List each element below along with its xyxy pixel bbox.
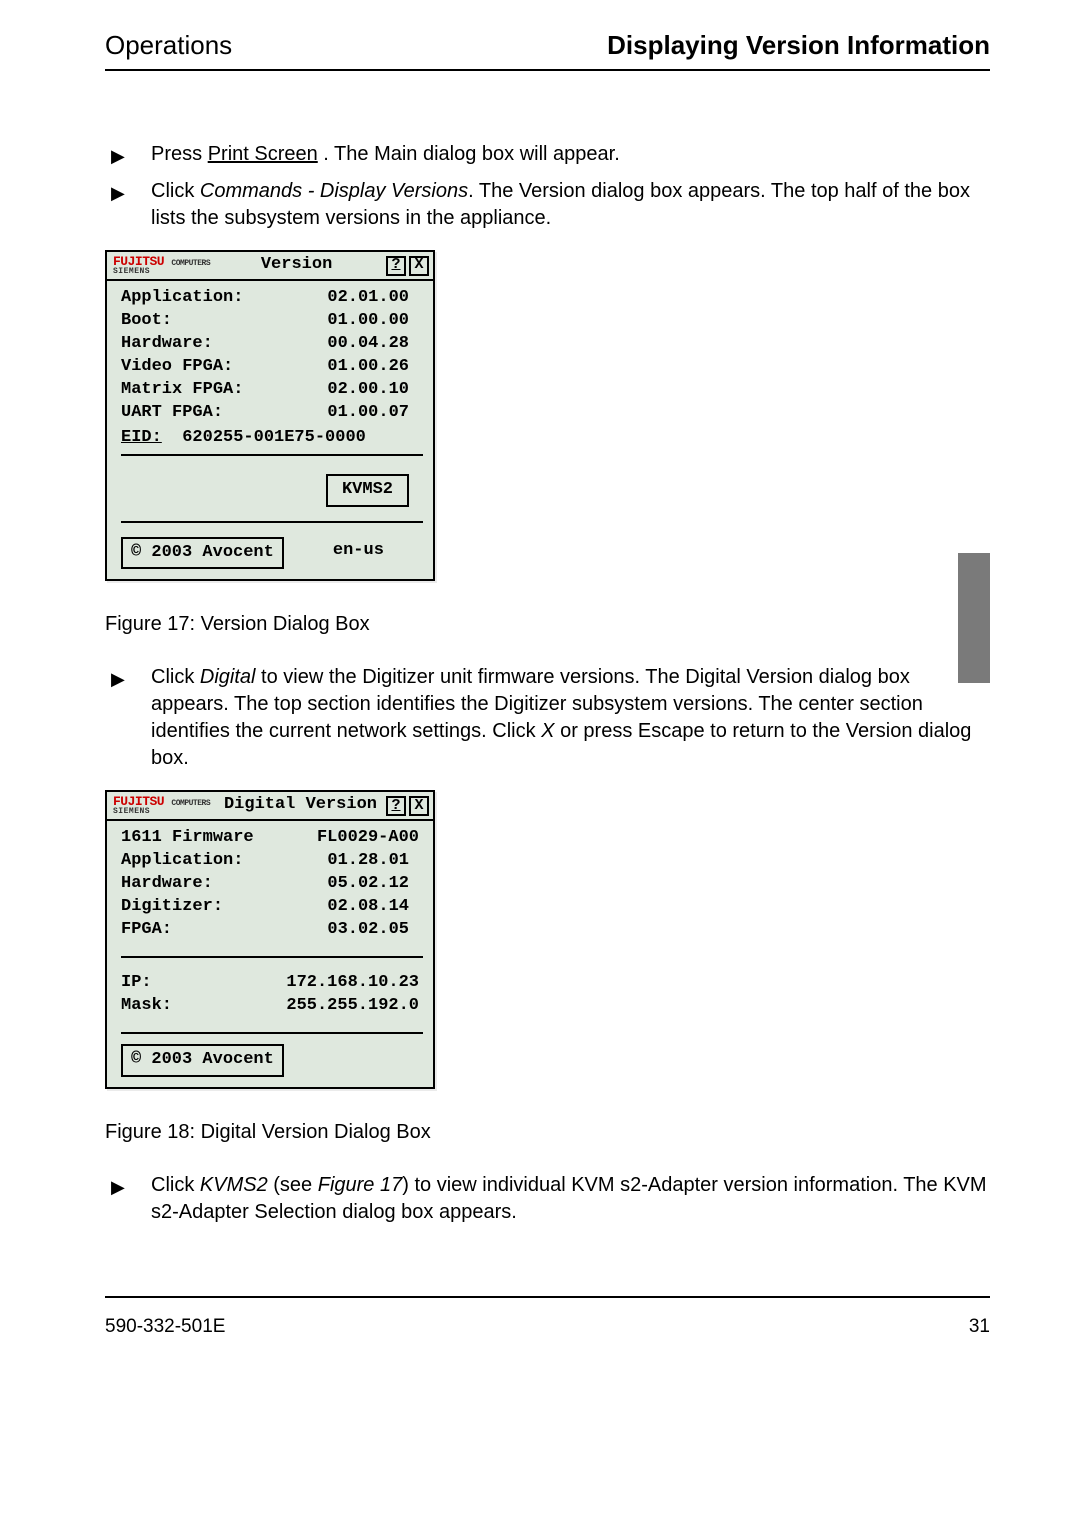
command-name: X	[541, 720, 554, 742]
key-name: Print Screen	[208, 143, 318, 165]
version-row: Digitizer:02.08.14	[121, 896, 423, 919]
page-number: 31	[969, 1314, 990, 1340]
brand-logo: FUJITSU COMPUTERS SIEMENS	[113, 255, 210, 276]
help-button[interactable]: ?	[386, 256, 406, 276]
brand-logo: FUJITSU COMPUTERS SIEMENS	[113, 795, 210, 816]
arrow-icon: ▶	[111, 181, 125, 205]
page-header: Operations Displaying Version Informatio…	[105, 28, 990, 71]
instruction-text: Click Commands - Display Versions. The V…	[151, 180, 970, 229]
dialog-title: Digital Version	[210, 794, 383, 817]
instruction-item: ▶ Press Print Screen . The Main dialog b…	[105, 141, 990, 168]
version-row: FPGA:03.02.05	[121, 919, 423, 942]
arrow-icon: ▶	[111, 144, 125, 168]
version-row: Application:02.01.00	[121, 287, 423, 310]
help-button[interactable]: ?	[386, 796, 406, 816]
digital-version-dialog: FUJITSU COMPUTERS SIEMENS Digital Versio…	[105, 790, 435, 1088]
instruction-list: ▶ Click Digital to view the Digitizer un…	[105, 664, 990, 772]
instruction-text: Press Print Screen . The Main dialog box…	[151, 143, 620, 165]
version-row: Application:01.28.01	[121, 850, 423, 873]
network-row: IP:172.168.10.23	[121, 972, 423, 995]
instruction-text: Click KVMS2 (see Figure 17) to view indi…	[151, 1174, 987, 1223]
page-footer: 590-332-501E 31	[105, 1296, 990, 1340]
instruction-list: ▶ Click KVMS2 (see Figure 17) to view in…	[105, 1172, 990, 1226]
arrow-icon: ▶	[111, 667, 125, 691]
version-row: 1611 FirmwareFL0029-A00	[121, 827, 423, 850]
dialog-titlebar: FUJITSU COMPUTERS SIEMENS Digital Versio…	[107, 792, 433, 821]
header-title: Displaying Version Information	[607, 28, 990, 63]
version-dialog: FUJITSU COMPUTERS SIEMENS Version ? X Ap…	[105, 250, 435, 581]
close-button[interactable]: X	[409, 256, 429, 276]
header-section: Operations	[105, 28, 232, 63]
eid-row: EID: 620255-001E75-0000	[121, 427, 423, 456]
dialog-titlebar: FUJITSU COMPUTERS SIEMENS Version ? X	[107, 252, 433, 281]
copyright-label: © 2003 Avocent	[121, 537, 284, 570]
version-row: Boot:01.00.00	[121, 310, 423, 333]
dialog-title: Version	[210, 254, 383, 277]
instruction-list: ▶ Press Print Screen . The Main dialog b…	[105, 141, 990, 232]
figure-ref: Figure 17	[318, 1174, 403, 1196]
instruction-text: Click Digital to view the Digitizer unit…	[151, 666, 971, 769]
version-row: UART FPGA:01.00.07	[121, 402, 423, 425]
instruction-item: ▶ Click KVMS2 (see Figure 17) to view in…	[105, 1172, 990, 1226]
version-row: Hardware:05.02.12	[121, 873, 423, 896]
command-name: Digital	[200, 666, 256, 688]
version-row: Matrix FPGA:02.00.10	[121, 379, 423, 402]
locale-label: en-us	[294, 537, 423, 570]
close-button[interactable]: X	[409, 796, 429, 816]
figure-caption: Figure 17: Version Dialog Box	[105, 611, 990, 638]
command-name: KVMS2	[200, 1174, 268, 1196]
instruction-item: ▶ Click Commands - Display Versions. The…	[105, 178, 990, 232]
arrow-icon: ▶	[111, 1175, 125, 1199]
menu-path: Commands - Display Versions	[200, 180, 468, 202]
copyright-label: © 2003 Avocent	[121, 1044, 284, 1077]
version-row: Video FPGA:01.00.26	[121, 356, 423, 379]
figure-caption: Figure 18: Digital Version Dialog Box	[105, 1119, 990, 1146]
instruction-item: ▶ Click Digital to view the Digitizer un…	[105, 664, 990, 772]
kvms2-row: KVMS2	[121, 456, 423, 523]
doc-number: 590-332-501E	[105, 1314, 225, 1340]
version-row: Hardware:00.04.28	[121, 333, 423, 356]
network-row: Mask:255.255.192.0	[121, 995, 423, 1018]
kvms2-button[interactable]: KVMS2	[326, 474, 409, 507]
